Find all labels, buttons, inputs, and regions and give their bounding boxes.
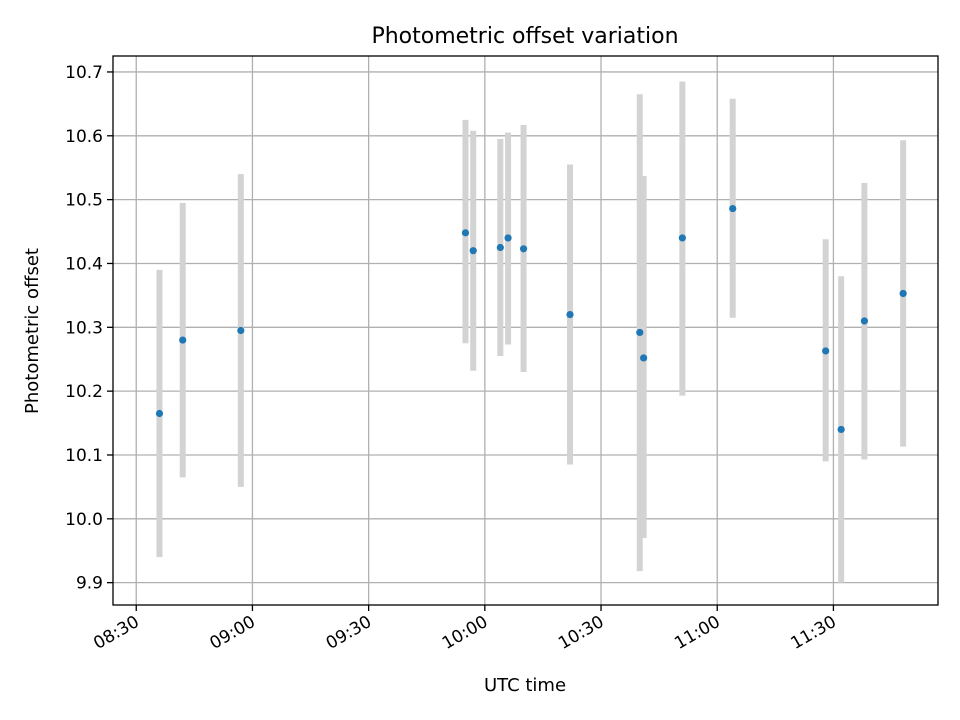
x-tick-label: 09:00 (207, 612, 259, 654)
x-tick-label: 10:00 (439, 612, 491, 654)
y-tick-label: 10.7 (65, 63, 103, 83)
y-tick-label: 10.3 (65, 318, 103, 338)
chart-title: Photometric offset variation (371, 24, 678, 49)
data-point (504, 234, 512, 242)
y-tick-label: 10.2 (65, 382, 103, 402)
data-point (837, 425, 845, 434)
y-tick-label: 10.5 (65, 191, 103, 211)
data-point (640, 354, 648, 362)
plot-frame (112, 55, 939, 606)
x-tick-label: 11:30 (787, 612, 839, 654)
y-tick-label: 10.0 (65, 510, 103, 530)
y-tick-label: 10.6 (65, 127, 103, 147)
data-point (496, 243, 504, 252)
data-point (860, 317, 869, 325)
data-point (636, 328, 644, 337)
y-tick-label: 10.4 (65, 254, 103, 274)
y-tick-label: 10.1 (65, 446, 103, 466)
data-point (822, 347, 830, 355)
error-bars (156, 81, 907, 583)
data-point (237, 326, 245, 335)
x-tick-label: 11:00 (671, 612, 723, 654)
data-point (566, 310, 574, 319)
data-point (461, 229, 470, 237)
data-point (519, 245, 528, 253)
x-axis-ticks: 08:30 09:00 09:30 10:00 10:30 11:00 11:30 (90, 605, 840, 654)
data-point (729, 204, 737, 213)
data-point (899, 289, 907, 298)
data-points (155, 204, 907, 434)
y-axis-ticks: 9.9 10.0 10.1 10.2 10.3 10.4 10.5 10.6 10.7 (65, 63, 113, 594)
data-point (678, 234, 686, 242)
data-point (179, 336, 187, 344)
x-axis-label: UTC time (484, 675, 566, 696)
data-point (155, 409, 164, 418)
x-tick-label: 09:30 (323, 612, 375, 654)
y-tick-label: 9.9 (76, 574, 103, 594)
x-tick-label: 08:30 (90, 612, 142, 654)
y-axis-label: Photometric offset (22, 248, 43, 414)
x-tick-label: 10:30 (555, 612, 607, 654)
data-point (469, 247, 477, 255)
